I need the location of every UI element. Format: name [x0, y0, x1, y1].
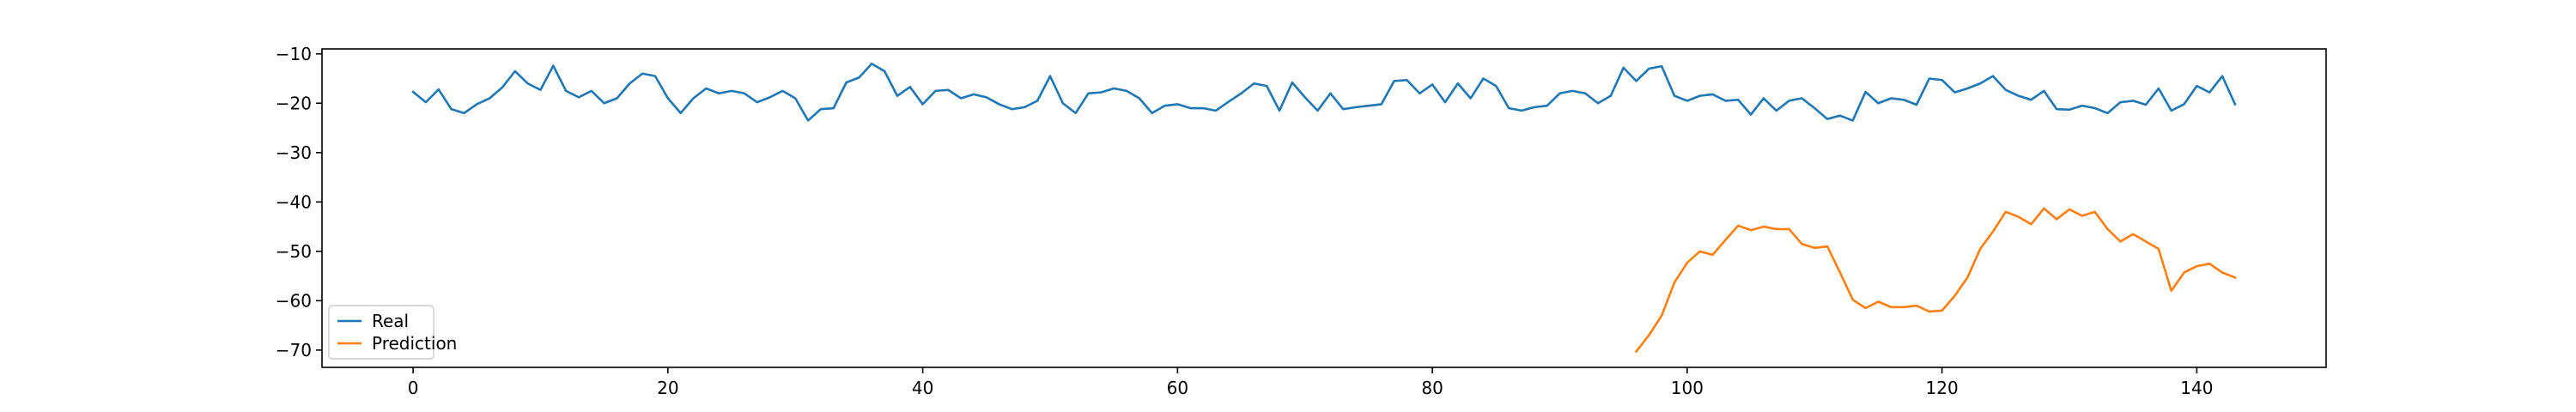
- legend-label-real: Real: [372, 311, 409, 331]
- x-tick-label: 20: [657, 378, 678, 398]
- x-tick-label: 40: [912, 378, 933, 398]
- series-layer: [411, 62, 2237, 354]
- y-tick-label: −30: [276, 142, 312, 163]
- x-tick-label: 80: [1421, 378, 1443, 398]
- x-tick-label: 60: [1167, 378, 1188, 398]
- x-tick-label: 100: [1671, 378, 1704, 398]
- x-tick-label: 0: [408, 378, 419, 398]
- series-line-real: [411, 62, 2237, 122]
- y-axis: −10 −20 −30 −40 −50 −60 −70: [276, 44, 322, 360]
- y-tick-label: −10: [276, 44, 312, 64]
- x-tick-label: 140: [2180, 378, 2213, 398]
- x-tick-label: 120: [1926, 378, 1959, 398]
- y-tick-label: −60: [276, 290, 312, 311]
- y-tick-label: −50: [276, 241, 312, 262]
- y-tick-label: −40: [276, 191, 312, 212]
- series-line-prediction: [1634, 207, 2237, 354]
- y-tick-label: −70: [276, 340, 312, 360]
- series-real: [411, 62, 2237, 122]
- y-tick-label: −20: [276, 93, 312, 113]
- plot-frame: [321, 48, 2327, 368]
- x-axis: 0 20 40 60 80 100 120 140: [408, 367, 2213, 398]
- legend-label-prediction: Prediction: [372, 333, 457, 354]
- series-prediction: [1634, 207, 2237, 354]
- legend-box: [328, 305, 434, 360]
- axes-layer: 0 20 40 60 80 100 120 140 −10 −20 −30 −40 −50 −60 −70: [276, 44, 2327, 398]
